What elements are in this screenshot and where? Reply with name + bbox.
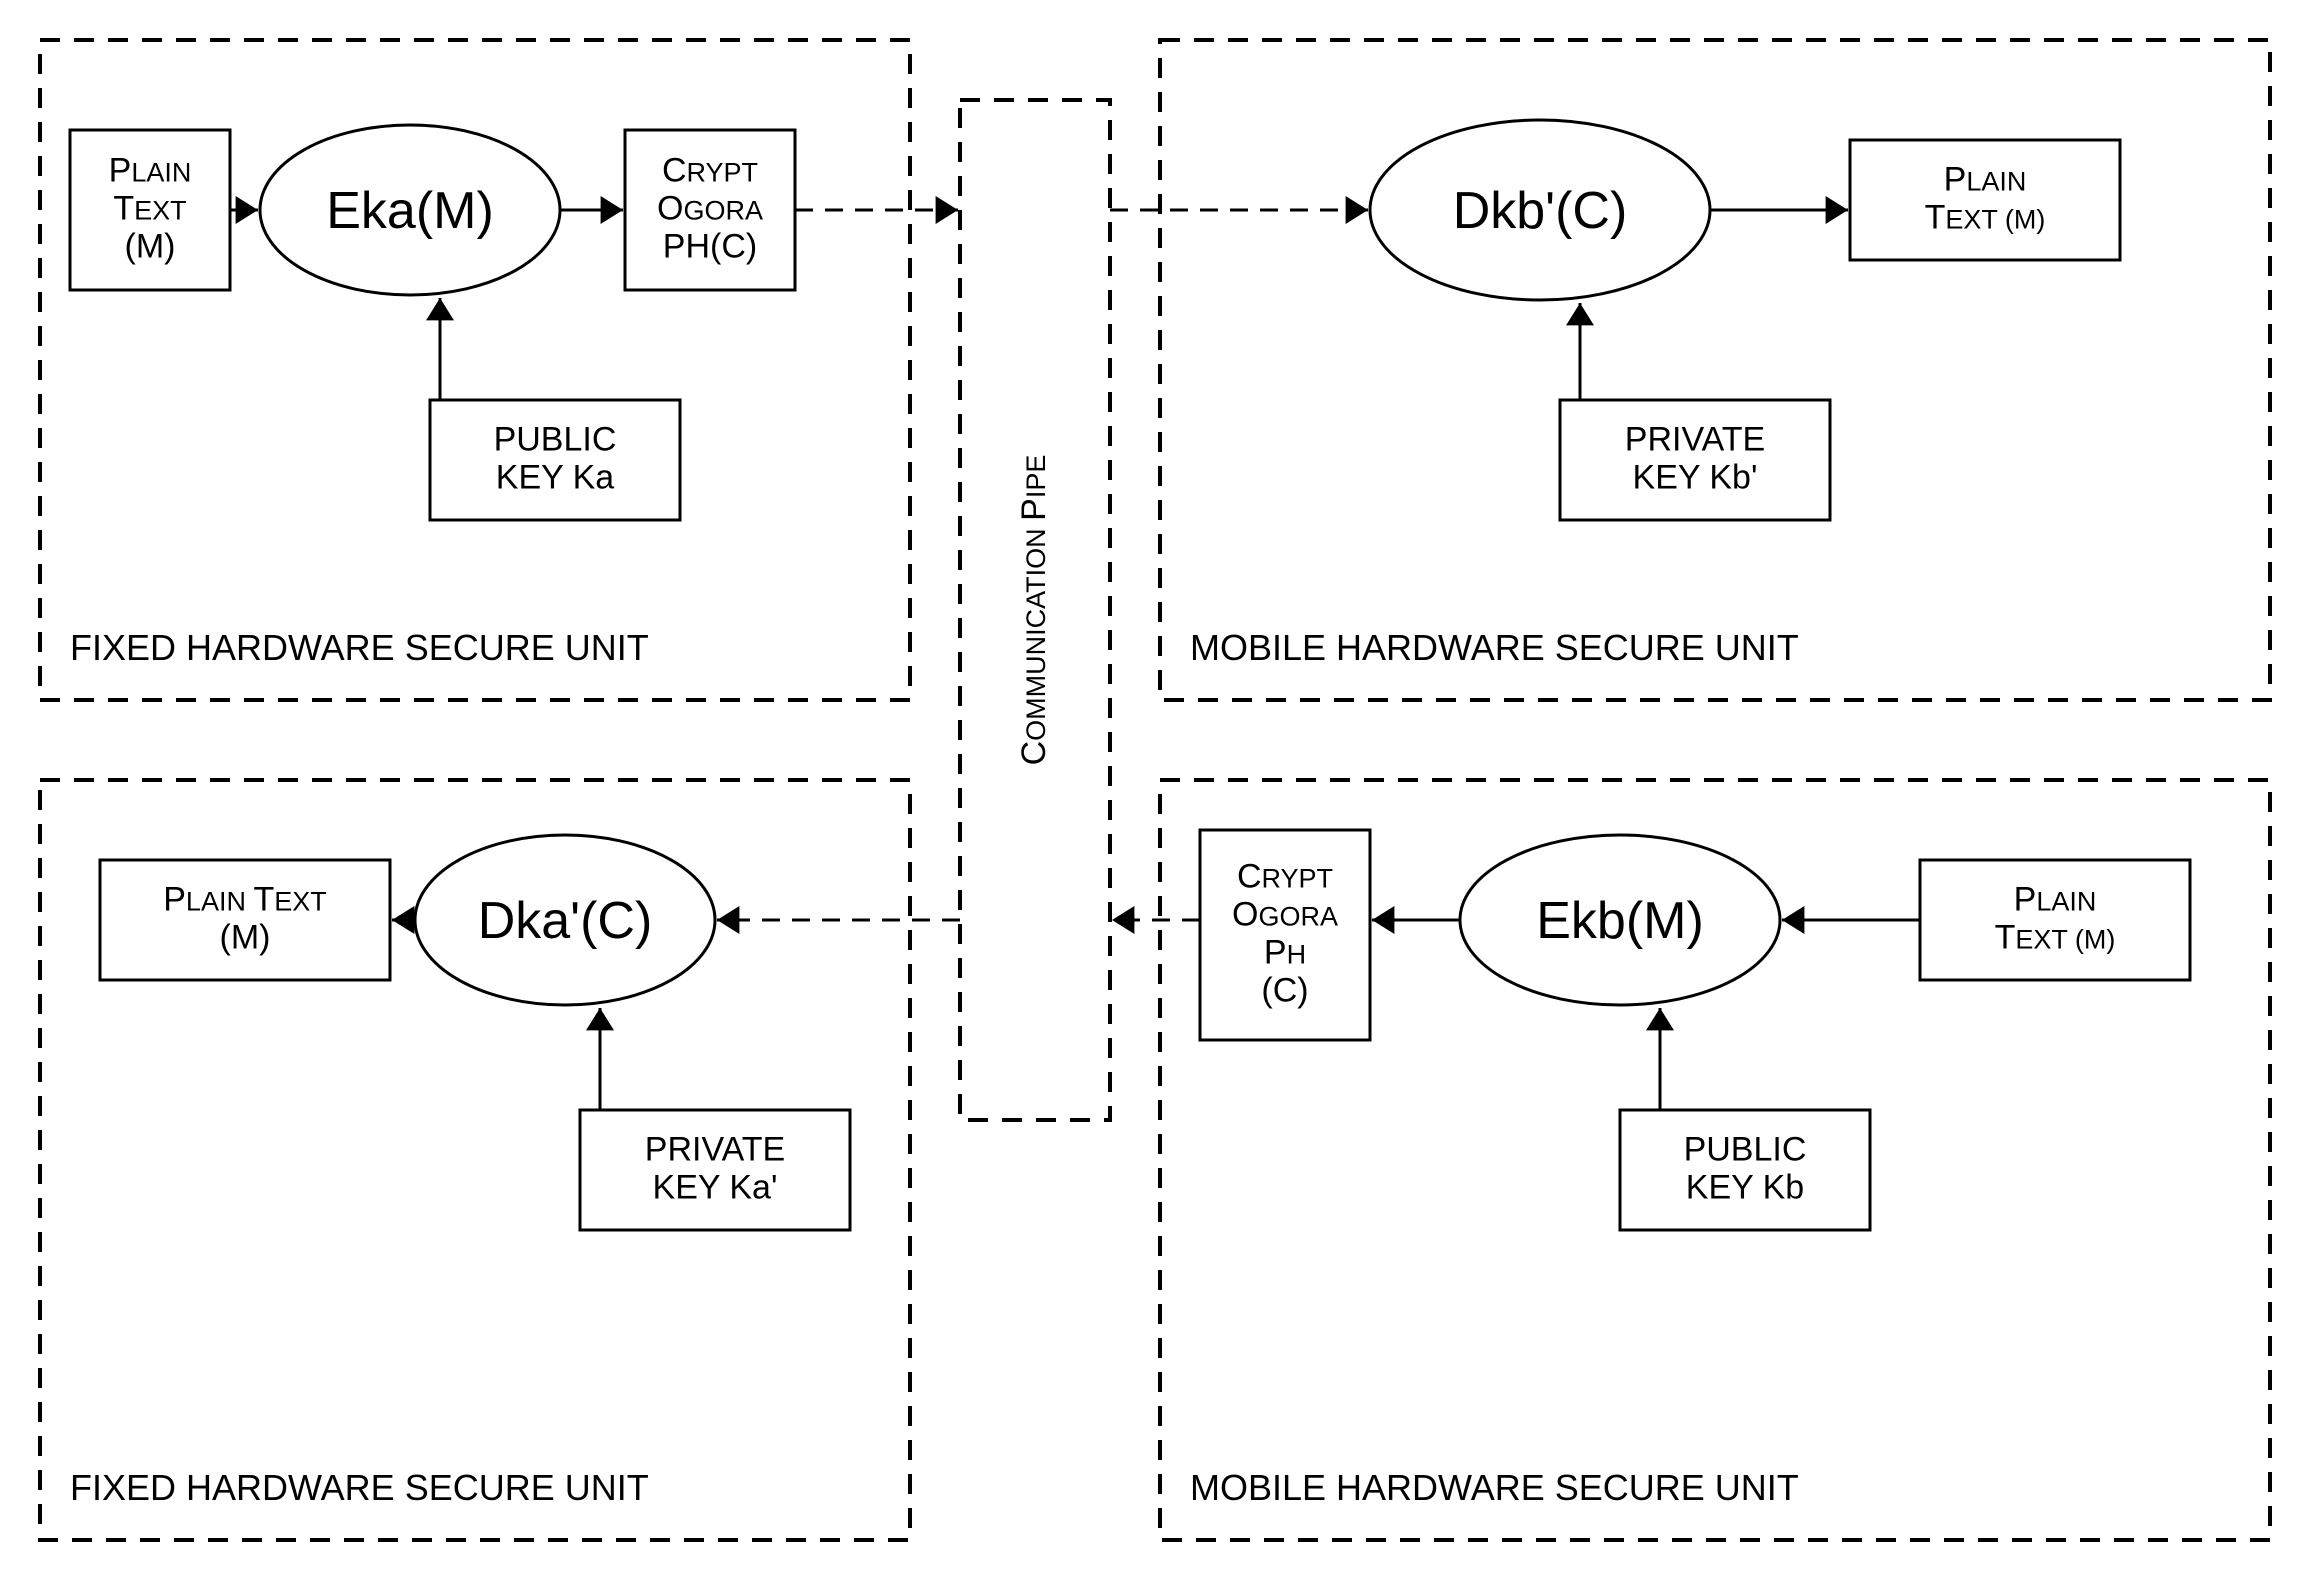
- node-text-tl_plain-2: (M): [125, 228, 176, 266]
- node-text-tl_plain-1: TEXT: [113, 190, 186, 228]
- node-text-br_cipher-3: (C): [1261, 972, 1308, 1010]
- node-text-tr_key-0: PRIVATE: [1625, 421, 1765, 459]
- node-label-br_enc: Ekb(M): [1536, 892, 1704, 950]
- comm-pipe-label: COMMUNICATION PIPE: [1015, 455, 1053, 766]
- node-text-br_plain-0: PLAIN: [2014, 881, 2097, 919]
- svg-text:COMMUNICATION PIPE: COMMUNICATION PIPE: [1015, 455, 1053, 766]
- crypto-flowchart: FIXED HARDWARE SECURE UNIT MOBILE HARDWAR…: [0, 0, 2318, 1577]
- node-text-bl_plain-1: (M): [220, 919, 271, 957]
- node-text-tl_cipher-1: OGORA: [657, 190, 763, 228]
- node-text-br_key-0: PUBLIC: [1684, 1131, 1807, 1169]
- node-br_plain: [1920, 860, 2190, 980]
- node-text-tr_key-1: KEY Kb': [1633, 459, 1758, 497]
- node-text-br_cipher-0: CRYPT: [1237, 858, 1333, 896]
- node-text-tl_key-0: PUBLIC: [494, 421, 617, 459]
- node-text-bl_key-0: PRIVATE: [645, 1131, 785, 1169]
- node-text-tr_plain-1: TEXT (M): [1925, 199, 2046, 237]
- unit-label-top_left: FIXED HARDWARE SECURE UNIT: [70, 627, 649, 668]
- node-text-br_key-1: KEY Kb: [1686, 1169, 1804, 1207]
- node-tr_plain: [1850, 140, 2120, 260]
- unit-label-bot_left: FIXED HARDWARE SECURE UNIT: [70, 1467, 649, 1508]
- node-text-bl_plain-0: PLAIN TEXT: [163, 881, 327, 919]
- node-text-tr_plain-0: PLAIN: [1944, 161, 2027, 199]
- node-text-bl_key-1: KEY Ka': [653, 1169, 778, 1207]
- node-text-br_cipher-2: PH: [1264, 934, 1306, 972]
- node-label-tr_dec: Dkb'(C): [1453, 182, 1628, 240]
- node-text-tl_key-1: KEY Ka: [496, 459, 615, 497]
- node-text-tl_cipher-0: CRYPT: [662, 152, 758, 190]
- node-label-bl_dec: Dka'(C): [478, 892, 653, 950]
- node-text-tl_cipher-2: PH(C): [663, 228, 757, 266]
- node-label-tl_enc: Eka(M): [326, 182, 494, 240]
- unit-label-top_right: MOBILE HARDWARE SECURE UNIT: [1190, 627, 1799, 668]
- node-text-tl_plain-0: PLAIN: [109, 152, 192, 190]
- node-text-br_cipher-1: OGORA: [1232, 896, 1338, 934]
- unit-label-bot_right: MOBILE HARDWARE SECURE UNIT: [1190, 1467, 1799, 1508]
- node-text-br_plain-1: TEXT (M): [1995, 919, 2116, 957]
